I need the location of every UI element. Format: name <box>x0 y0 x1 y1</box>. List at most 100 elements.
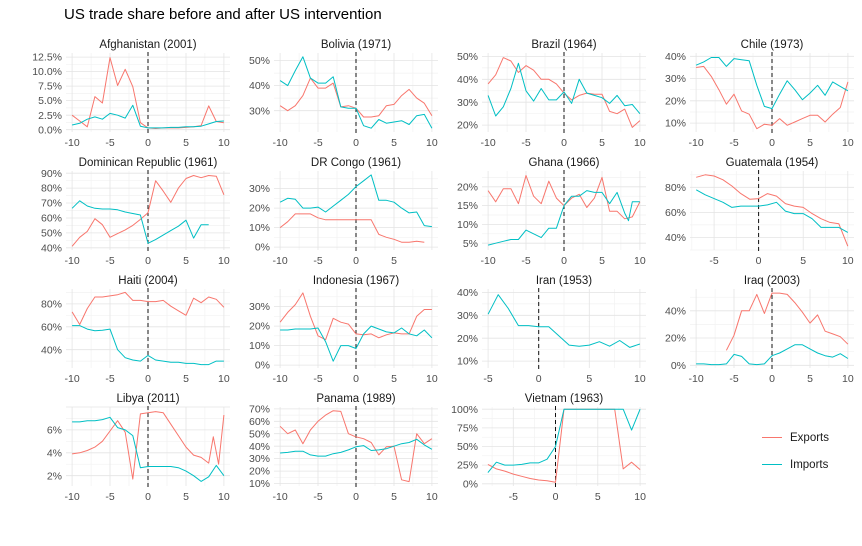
facet-title: Libya (2011) <box>116 393 179 405</box>
facet-title: Panama (1989) <box>316 393 395 405</box>
series-line-exports <box>71 175 225 247</box>
series-line-imports <box>280 438 433 457</box>
y-tick-label: 0% <box>255 360 270 372</box>
y-tick-label: 80% <box>665 182 686 194</box>
legend-item-exports: Exports <box>762 432 858 444</box>
x-tick-label: 0 <box>769 373 775 385</box>
x-tick-label: 10 <box>634 491 646 503</box>
facet-title: Afghanistan (2001) <box>99 39 196 51</box>
facet-title: Guatemala (1954) <box>726 157 819 169</box>
facet-title: Indonesia (1967) <box>313 275 399 287</box>
x-tick-label: 10 <box>842 137 854 149</box>
facet-title: Bolivia (1971) <box>321 39 391 51</box>
legend: Exports Imports <box>650 392 858 510</box>
y-tick-label: 0.0% <box>38 124 62 136</box>
facet-iran-1953: 10% 20% 30% 40% -5 0 5 10 Iran (1953) <box>457 275 646 385</box>
y-tick-label: 80% <box>41 183 62 195</box>
y-tick-label: 20% <box>665 333 686 345</box>
y-tick-label: 20% <box>457 181 478 193</box>
y-tick-label: 70% <box>41 198 62 210</box>
x-tick-label: 10 <box>426 137 438 149</box>
x-tick-label: 5 <box>391 373 397 385</box>
facet-guatemala-1954: 40% 60% 80% -5 0 5 10 Guatemala (1954) <box>665 157 854 267</box>
x-tick-label: 5 <box>807 373 813 385</box>
facet-ghana-1966: 5% 10% 15% 20% -10 -5 0 5 10 Ghana (1966) <box>457 157 646 267</box>
y-tick-label: 40% <box>665 305 686 317</box>
x-tick-label: 10 <box>218 255 230 267</box>
y-tick-label: 20% <box>249 321 270 333</box>
x-tick-label: 10 <box>634 137 646 149</box>
facet-title: Vietnam (1963) <box>525 393 604 405</box>
x-tick-label: 0 <box>145 137 151 149</box>
series-line-imports <box>695 189 849 233</box>
x-tick-label: 0 <box>553 491 559 503</box>
series-line-exports <box>487 408 641 483</box>
facet-title: Haiti (2004) <box>118 275 178 287</box>
y-tick-label: 80% <box>41 299 62 311</box>
chart-title: US trade share before and after US inter… <box>64 6 382 23</box>
y-tick-label: 6% <box>47 425 62 437</box>
x-tick-label: -10 <box>689 137 704 149</box>
series-line-exports <box>696 65 849 130</box>
series-line-imports <box>279 56 433 129</box>
series-line-imports <box>71 104 224 129</box>
x-tick-label: -10 <box>65 491 80 503</box>
y-tick-label: 25% <box>457 460 478 472</box>
series-line-exports <box>279 292 432 341</box>
x-tick-label: -10 <box>689 373 704 385</box>
imports-line-swatch-icon <box>762 464 782 465</box>
series-line-imports <box>279 174 432 228</box>
x-tick-label: -10 <box>273 373 288 385</box>
y-tick-label: 30% <box>457 97 478 109</box>
facet-indonesia-1967: 0% 10% 20% 30% -10 -5 0 5 10 Indonesia (1967) <box>249 275 438 385</box>
y-tick-label: 30% <box>249 453 270 465</box>
x-tick-label: -5 <box>313 373 322 385</box>
x-tick-label: 0 <box>536 373 542 385</box>
y-tick-label: 40% <box>249 80 270 92</box>
y-tick-label: 10% <box>249 222 270 234</box>
y-tick-label: 20% <box>457 120 478 132</box>
y-tick-label: 20% <box>665 95 686 107</box>
series-line-exports <box>725 292 849 351</box>
x-tick-label: 5 <box>391 137 397 149</box>
y-tick-label: 50% <box>249 428 270 440</box>
y-tick-label: 50% <box>41 228 62 240</box>
facet-title: Ghana (1966) <box>529 157 600 169</box>
legend-label: Exports <box>790 431 829 444</box>
series-line-imports <box>72 325 224 366</box>
facet-title: Brazil (1964) <box>531 39 596 51</box>
x-tick-label: -5 <box>313 137 322 149</box>
x-tick-label: 5 <box>391 255 397 267</box>
x-tick-label: 5 <box>183 255 189 267</box>
x-tick-label: 0 <box>353 137 359 149</box>
y-tick-label: 100% <box>451 404 478 416</box>
y-tick-label: 0% <box>671 360 686 372</box>
facet-panama-1989: 10%20%30%40%50%60%70% -10 -5 0 5 10 Panama (19… <box>249 393 438 503</box>
y-tick-label: 50% <box>249 55 270 67</box>
y-tick-label: 10% <box>457 219 478 231</box>
x-tick-label: 5 <box>183 491 189 503</box>
x-tick-label: 5 <box>595 491 601 503</box>
series-line-imports <box>487 294 641 348</box>
x-tick-label: -5 <box>105 137 114 149</box>
y-tick-label: 40% <box>41 242 62 254</box>
x-tick-label: 5 <box>807 137 813 149</box>
facet-dr-congo-1961: 0% 10% 20% 30% -10 -5 0 5 DR Congo (1961) <box>249 157 438 267</box>
series-line-imports <box>487 408 641 473</box>
y-tick-label: 12.5% <box>32 52 62 64</box>
x-tick-label: 5 <box>183 373 189 385</box>
y-tick-label: 50% <box>457 51 478 63</box>
x-tick-label: -5 <box>313 255 322 267</box>
x-tick-label: -10 <box>65 137 80 149</box>
y-tick-label: 30% <box>249 105 270 117</box>
series-line-imports <box>72 416 225 482</box>
y-tick-label: 10% <box>249 478 270 490</box>
y-tick-label: 10% <box>249 340 270 352</box>
facet-dominican-republic-1961: 40% 50% 60% 70% 80% 90% -10 -5 0 5 10 Dominican Rep… <box>41 157 230 267</box>
y-tick-label: 30% <box>665 73 686 85</box>
y-tick-label: 90% <box>41 168 62 180</box>
x-tick-label: 10 <box>426 491 438 503</box>
y-tick-label: 7.5% <box>38 81 62 93</box>
x-tick-label: -5 <box>709 255 718 267</box>
x-tick-label: 10 <box>218 137 230 149</box>
